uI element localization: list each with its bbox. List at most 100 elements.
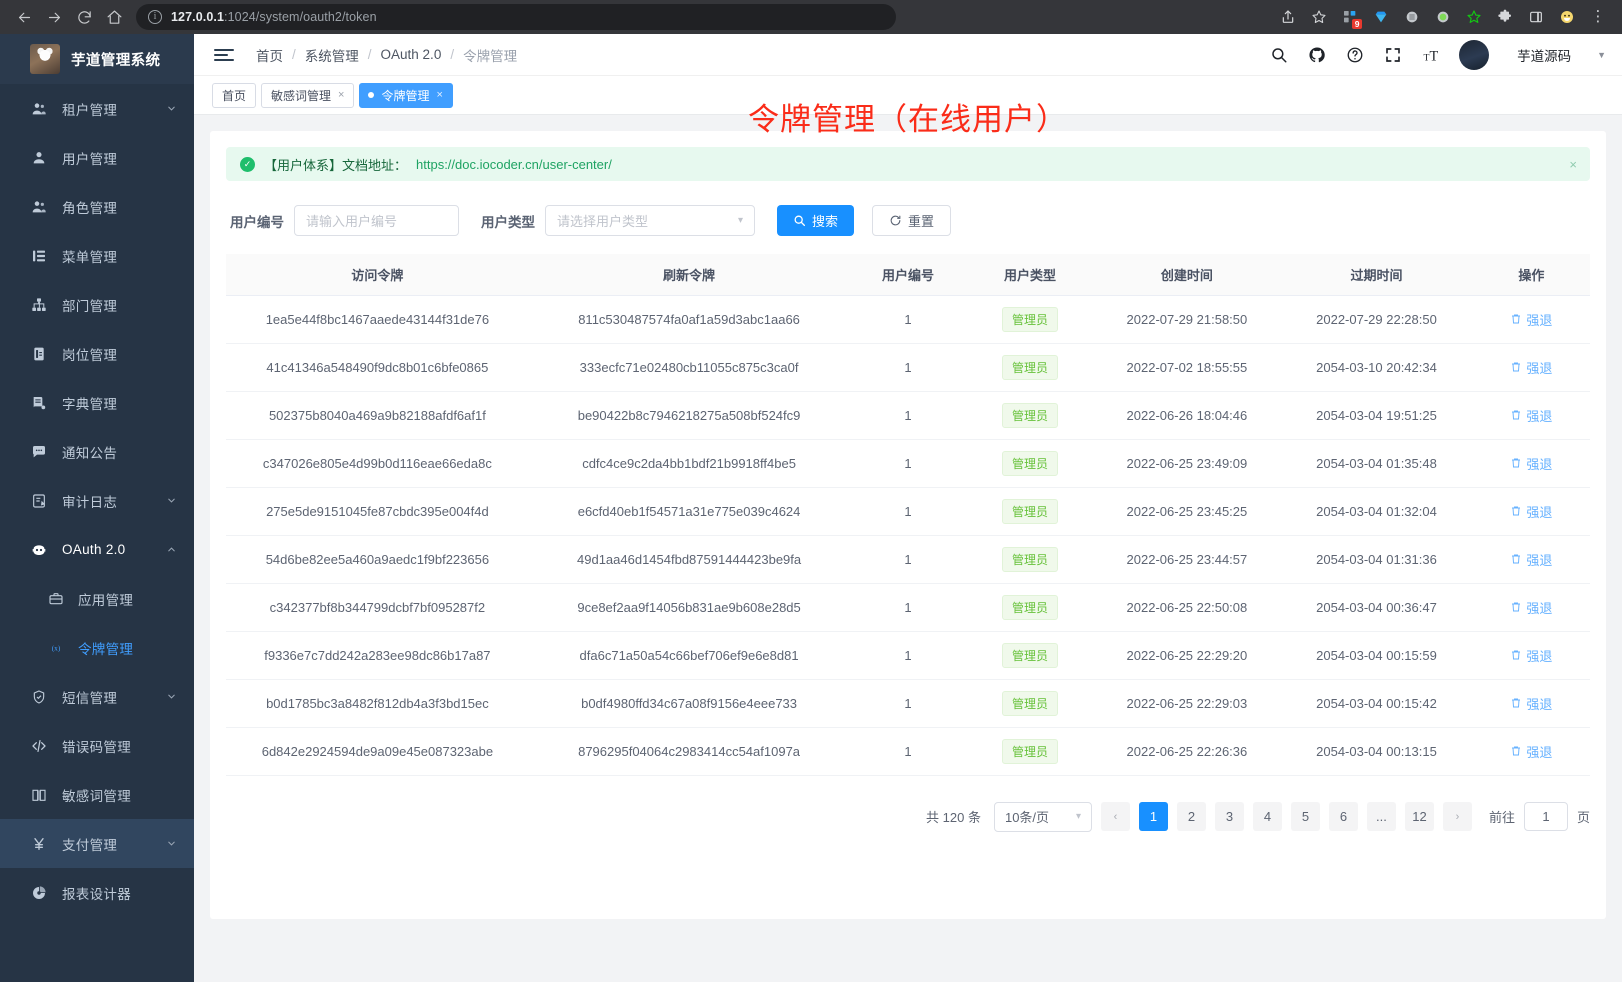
force-logout-button[interactable]: 强退 [1510,550,1552,569]
status-badge: 管理员 [1002,594,1059,620]
cell-expire-time: 2054-03-04 00:36:47 [1280,583,1473,632]
extension-grid-icon[interactable]: 9 [1336,3,1364,31]
breadcrumb-item-oauth2[interactable]: OAuth 2.0 [380,47,442,62]
search-button[interactable]: 搜索 [777,205,855,236]
cell-expire-time: 2054-03-04 00:15:59 [1280,631,1473,680]
sidebar-item-sms[interactable]: 短信管理 [0,672,194,721]
sidebar-logo[interactable]: 芋道管理系统 [0,34,194,84]
close-icon[interactable]: × [436,89,443,101]
bookmark-star-icon[interactable] [1305,3,1333,31]
green-star-extension-icon[interactable] [1460,3,1488,31]
profile-avatar-icon[interactable] [1553,3,1581,31]
cell-access-token: 41c41346a548490f9dc8b01c6bfe0865 [226,343,529,392]
breadcrumb-item-home[interactable]: 首页 [256,48,283,64]
tab-label: 首页 [222,88,247,103]
force-logout-button[interactable]: 强退 [1510,358,1552,377]
reload-icon[interactable] [70,3,98,31]
chevron-down-icon [160,103,182,114]
page-size-select[interactable]: 10条/页 ▾ [993,801,1092,832]
search-icon[interactable] [1269,45,1288,64]
force-logout-button[interactable]: 强退 [1510,454,1552,473]
sidebar-item-label: 角色管理 [62,200,118,216]
sidebar-item-menu[interactable]: 菜单管理 [0,231,194,280]
force-logout-button[interactable]: 强退 [1510,310,1552,329]
cell-create-time: 2022-06-25 22:29:20 [1093,631,1281,680]
force-logout-button[interactable]: 强退 [1510,406,1552,425]
site-info-icon[interactable]: i [148,10,162,24]
grid-circle-extension-icon[interactable] [1398,3,1426,31]
close-icon[interactable]: × [1569,156,1577,172]
reset-button-label: 重置 [908,214,935,229]
alert-doc-link[interactable]: https://doc.iocoder.cn/user-center/ [416,156,612,172]
sidebar-item-error-code[interactable]: 错误码管理 [0,721,194,770]
tab-token[interactable]: 令牌管理 × [359,82,453,108]
diamond-extension-icon[interactable] [1367,3,1395,31]
sidebar-item-oauth2[interactable]: OAuth 2.0 [0,525,194,574]
sidebar-item-token[interactable]: (x) 令牌管理 [0,623,194,672]
close-icon[interactable]: × [338,89,345,101]
help-icon[interactable] [1345,45,1364,64]
tab-sensitive-word[interactable]: 敏感词管理 × [261,82,355,108]
breadcrumb-item-system[interactable]: 系统管理 [304,48,359,64]
sidebar-item-payment[interactable]: 支付管理 [0,819,194,868]
reset-button[interactable]: 重置 [872,205,952,236]
chevron-down-icon[interactable]: ▼ [1597,49,1606,60]
address-bar[interactable]: i 127.0.0.1:1024/system/oauth2/token [136,4,896,30]
sidebar-item-notice[interactable]: 通知公告 [0,427,194,476]
pagination-page-3[interactable]: 3 [1214,802,1244,831]
force-logout-label: 强退 [1526,408,1553,424]
pagination-page-4[interactable]: 4 [1252,802,1282,831]
puzzle-extensions-icon[interactable] [1491,3,1519,31]
sidepanel-icon[interactable] [1522,3,1550,31]
sidebar-item-report-designer[interactable]: 报表设计器 [0,868,194,917]
force-logout-button[interactable]: 强退 [1510,502,1552,521]
tab-label: 敏感词管理 [271,88,332,103]
pagination-page-5[interactable]: 5 [1290,802,1320,831]
back-icon[interactable] [10,3,38,31]
force-logout-button[interactable]: 强退 [1510,742,1552,761]
sidebar-toggle-icon[interactable] [214,48,234,61]
force-logout-button[interactable]: 强退 [1510,694,1552,713]
pagination-prev[interactable]: ‹ [1100,802,1130,831]
chrome-menu-icon[interactable]: ⋮ [1590,8,1606,25]
sidebar-item-post[interactable]: 岗位管理 [0,329,194,378]
user-name[interactable]: 芋道源码 [1517,48,1572,64]
sidebar-item-label: OAuth 2.0 [62,542,126,557]
force-logout-button[interactable]: 强退 [1510,598,1552,617]
share-icon[interactable] [1274,3,1302,31]
sidebar-item-tenant[interactable]: 租户管理 [0,84,194,133]
pagination-page-6[interactable]: 6 [1328,802,1358,831]
sidebar-item-audit-log[interactable]: 审计日志 [0,476,194,525]
cell-access-token: b0d1785bc3a8482f812db4a3f3bd15ec [226,679,529,728]
alert-text: 【用户体系】文档地址： [264,157,408,173]
force-logout-button[interactable]: 强退 [1510,646,1552,665]
pagination-page-1[interactable]: 1 [1138,802,1168,831]
pagination-page-12[interactable]: 12 [1404,802,1434,831]
user-type-select[interactable]: 请选择用户类型 ▾ [545,205,755,236]
green-dot-extension-icon[interactable] [1429,3,1457,31]
sidebar-item-role[interactable]: 角色管理 [0,182,194,231]
pagination-next[interactable]: › [1442,802,1472,831]
tab-home[interactable]: 首页 [212,82,257,108]
user-id-input[interactable]: 请输入用户编号 [294,205,459,236]
sidebar-item-sensitive-word[interactable]: 敏感词管理 [0,770,194,819]
sidebar-item-user[interactable]: 用户管理 [0,133,194,182]
sidebar-item-application[interactable]: 应用管理 [0,574,194,623]
home-icon[interactable] [100,3,128,31]
cell-user-type: 管理员 [966,679,1094,728]
table-row: f9336e7c7dd242a283ee98dc86b17a87 dfa6c71a… [226,631,1590,680]
sidebar-item-dept[interactable]: 部门管理 [0,280,194,329]
cell-user-id: 1 [849,295,967,344]
pagination-ellipsis[interactable]: ... [1366,802,1396,831]
trash-icon [1512,314,1521,324]
pagination-jump-input[interactable]: 1 [1523,802,1568,831]
pagination-page-2[interactable]: 2 [1176,802,1206,831]
force-logout-label: 强退 [1526,600,1553,616]
sidebar-item-dict[interactable]: 字典管理 [0,378,194,427]
cell-user-id: 1 [849,583,967,632]
avatar[interactable] [1459,39,1490,70]
forward-icon[interactable] [40,3,68,31]
fullscreen-icon[interactable] [1383,45,1402,64]
github-icon[interactable] [1307,45,1326,64]
